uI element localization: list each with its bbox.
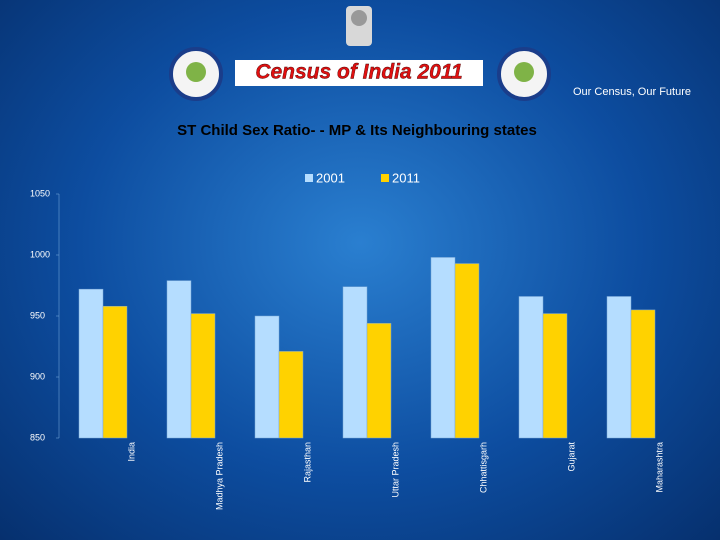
- header-title: Census of India 2011: [255, 61, 462, 84]
- y-tick-label: 900: [30, 371, 45, 381]
- bar: [254, 315, 280, 439]
- bar: [342, 286, 368, 439]
- x-tick-label: India: [126, 442, 136, 462]
- y-tick-label: 850: [30, 432, 45, 442]
- emblem: [346, 6, 372, 46]
- title-banner: [235, 60, 483, 86]
- y-tick-label: 1050: [30, 188, 50, 198]
- x-tick-label: Madhya Pradesh: [214, 442, 224, 510]
- x-tick-label: Gujarat: [566, 442, 576, 472]
- bar: [166, 280, 192, 439]
- y-tick-label: 950: [30, 310, 45, 320]
- logo-left: [169, 47, 223, 101]
- x-tick-label: Chhattisgarh: [478, 442, 488, 493]
- y-tick-label: 1000: [30, 249, 50, 259]
- bar: [190, 313, 216, 439]
- tagline: Our Census, Our Future: [573, 86, 691, 98]
- x-tick-label: Rajasthan: [302, 442, 312, 483]
- bar: [78, 288, 104, 439]
- logo-right: [497, 47, 551, 101]
- bar: [102, 305, 128, 439]
- legend-label: 2011: [392, 170, 420, 185]
- legend-swatch: [305, 174, 313, 182]
- legend-swatch: [381, 174, 389, 182]
- bar: [278, 351, 304, 439]
- bar: [430, 257, 456, 439]
- chart-title: ST Child Sex Ratio- - MP & Its Neighbour…: [177, 122, 537, 139]
- bar: [366, 323, 392, 439]
- bar: [606, 296, 632, 439]
- legend-label: 2001: [316, 170, 345, 185]
- x-tick-label: Maharashtra: [654, 442, 664, 493]
- bar: [454, 263, 480, 439]
- bar: [518, 296, 544, 439]
- bar: [542, 313, 568, 439]
- bar: [630, 309, 656, 439]
- x-tick-label: Uttar Pradesh: [390, 442, 400, 498]
